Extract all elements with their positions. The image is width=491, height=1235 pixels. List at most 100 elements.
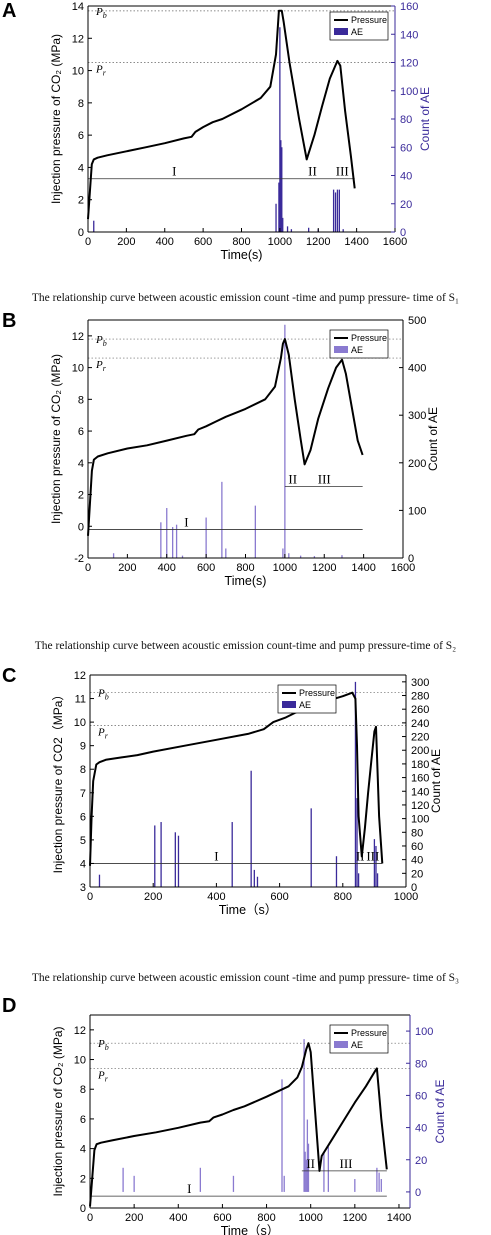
y-tick-label: 10: [72, 66, 84, 78]
x-tick-label: 1000: [394, 891, 418, 903]
stage-label: II: [288, 472, 297, 487]
y-tick-label: 12: [72, 33, 84, 45]
y2-tick-label: 0: [408, 553, 414, 565]
y2-tick-label: 40: [415, 1123, 427, 1135]
x-tick-label: 1000: [273, 562, 297, 574]
y2-tick-label: 80: [400, 114, 412, 126]
y2-tick-label: 20: [415, 1155, 427, 1167]
y-tick-label: 6: [78, 426, 84, 438]
x-tick-label: 1200: [312, 562, 336, 574]
y2-tick-label: 140: [411, 786, 429, 798]
pb-subscript: b: [105, 693, 109, 702]
legend-box: [329, 329, 389, 359]
x-tick-label: 600: [197, 562, 215, 574]
y2-tick-label: 300: [408, 410, 426, 422]
pb-subscript: b: [105, 1043, 109, 1052]
caption: The relationship curve between acoustic …: [34, 640, 457, 652]
y-tick-label: 9: [80, 741, 86, 753]
y2-tick-label: 0: [411, 882, 417, 894]
y2-tick-label: 100: [415, 1026, 433, 1038]
y-tick-label: 6: [80, 811, 86, 823]
y-tick-label: 0: [78, 521, 84, 533]
legend-ae-swatch: [334, 346, 348, 353]
y-tick-label: 0: [80, 1203, 86, 1215]
panel-d: D Pb Pr I II III 0 200 400 600 800 1000 1200 1400 0 2 4…: [0, 995, 491, 1235]
x-axis-label: Time(s): [225, 574, 267, 588]
x-tick-label: 200: [117, 236, 135, 248]
pb-label: Pb: [97, 688, 109, 702]
x-tick-label: 1600: [391, 562, 415, 574]
x-tick-label: 0: [87, 1212, 93, 1224]
pr-subscript: r: [105, 732, 109, 741]
legend-ae-swatch: [334, 28, 348, 35]
stage-label: I: [187, 1181, 191, 1196]
y2-tick-label: 120: [411, 800, 429, 812]
stage-label: III: [366, 848, 379, 863]
legend-ae-label: AE: [351, 27, 363, 37]
legend-ae-swatch: [334, 1041, 348, 1048]
y2-tick-label: 60: [415, 1090, 427, 1102]
legend-box: [329, 1024, 389, 1054]
legend-pressure-label: Pressure: [351, 333, 387, 343]
y-axis-label: Injection pressure of CO₂ (MPa): [49, 34, 63, 204]
x-tick-label: 800: [334, 891, 352, 903]
y2-tick-label: 500: [408, 315, 426, 327]
y-tick-label: 14: [72, 1, 84, 13]
x-tick-label: 1200: [306, 236, 330, 248]
y-tick-label: 8: [80, 764, 86, 776]
x-tick-label: 1400: [344, 236, 368, 248]
pressure-curve: [89, 1042, 388, 1207]
pb-label: Pb: [97, 1038, 109, 1052]
pr-label: Pr: [97, 727, 109, 741]
y-tick-label: 5: [80, 835, 86, 847]
stage-label: II: [306, 1156, 315, 1171]
stage-label: I: [172, 164, 176, 179]
pr-subscript: r: [103, 364, 107, 373]
legend-ae-label: AE: [351, 1040, 363, 1050]
legend-ae-label: AE: [299, 700, 311, 710]
panel-letter: C: [2, 665, 17, 687]
y2-tick-label: 160: [400, 1, 418, 13]
pr-subscript: r: [103, 69, 107, 78]
y-tick-label: 4: [80, 1144, 86, 1156]
stage-label: II: [308, 164, 317, 179]
stage-label: III: [318, 472, 331, 487]
pb-label: Pb: [95, 6, 107, 20]
y-tick-label: 8: [80, 1084, 86, 1096]
x-tick-label: 1600: [383, 236, 407, 248]
x-tick-label: 200: [144, 891, 162, 903]
y-tick-label: -2: [74, 553, 84, 565]
y2-tick-label: 220: [411, 732, 429, 744]
y2-tick-label: 40: [400, 171, 412, 183]
y2-tick-label: 100: [400, 86, 418, 98]
y-axis-label: Injection pressure of CO2（MPa）: [51, 689, 65, 874]
legend-box: [329, 11, 389, 41]
x-tick-label: 400: [158, 562, 176, 574]
y2-tick-label: 260: [411, 704, 429, 716]
x-tick-label: 800: [236, 562, 254, 574]
x-tick-label: 1200: [343, 1212, 367, 1224]
y-tick-label: 4: [80, 858, 86, 870]
y2-tick-label: 80: [411, 827, 423, 839]
y-tick-label: 8: [78, 98, 84, 110]
y2-tick-label: 200: [411, 745, 429, 757]
y2-tick-label: 0: [415, 1187, 421, 1199]
y-tick-label: 7: [80, 788, 86, 800]
pressure-curve: [87, 9, 356, 220]
caption: The relationship curve between acoustic …: [31, 292, 460, 304]
stage-label: III: [336, 164, 349, 179]
legend-ae-label: AE: [351, 345, 363, 355]
y2-tick-label: 120: [400, 58, 418, 70]
y-tick-label: 8: [78, 394, 84, 406]
pb-subscript: b: [103, 11, 107, 20]
stage-label: I: [214, 848, 218, 863]
y-tick-label: 12: [74, 670, 86, 682]
y-axis-label: Injection pressure of CO₂ (MPa): [51, 1026, 65, 1196]
y2-tick-label: 300: [411, 677, 429, 689]
y2-tick-label: 400: [408, 363, 426, 375]
x-tick-label: 600: [194, 236, 212, 248]
y-tick-label: 3: [80, 882, 86, 894]
x-tick-label: 200: [118, 562, 136, 574]
y2-tick-label: 80: [415, 1058, 427, 1070]
